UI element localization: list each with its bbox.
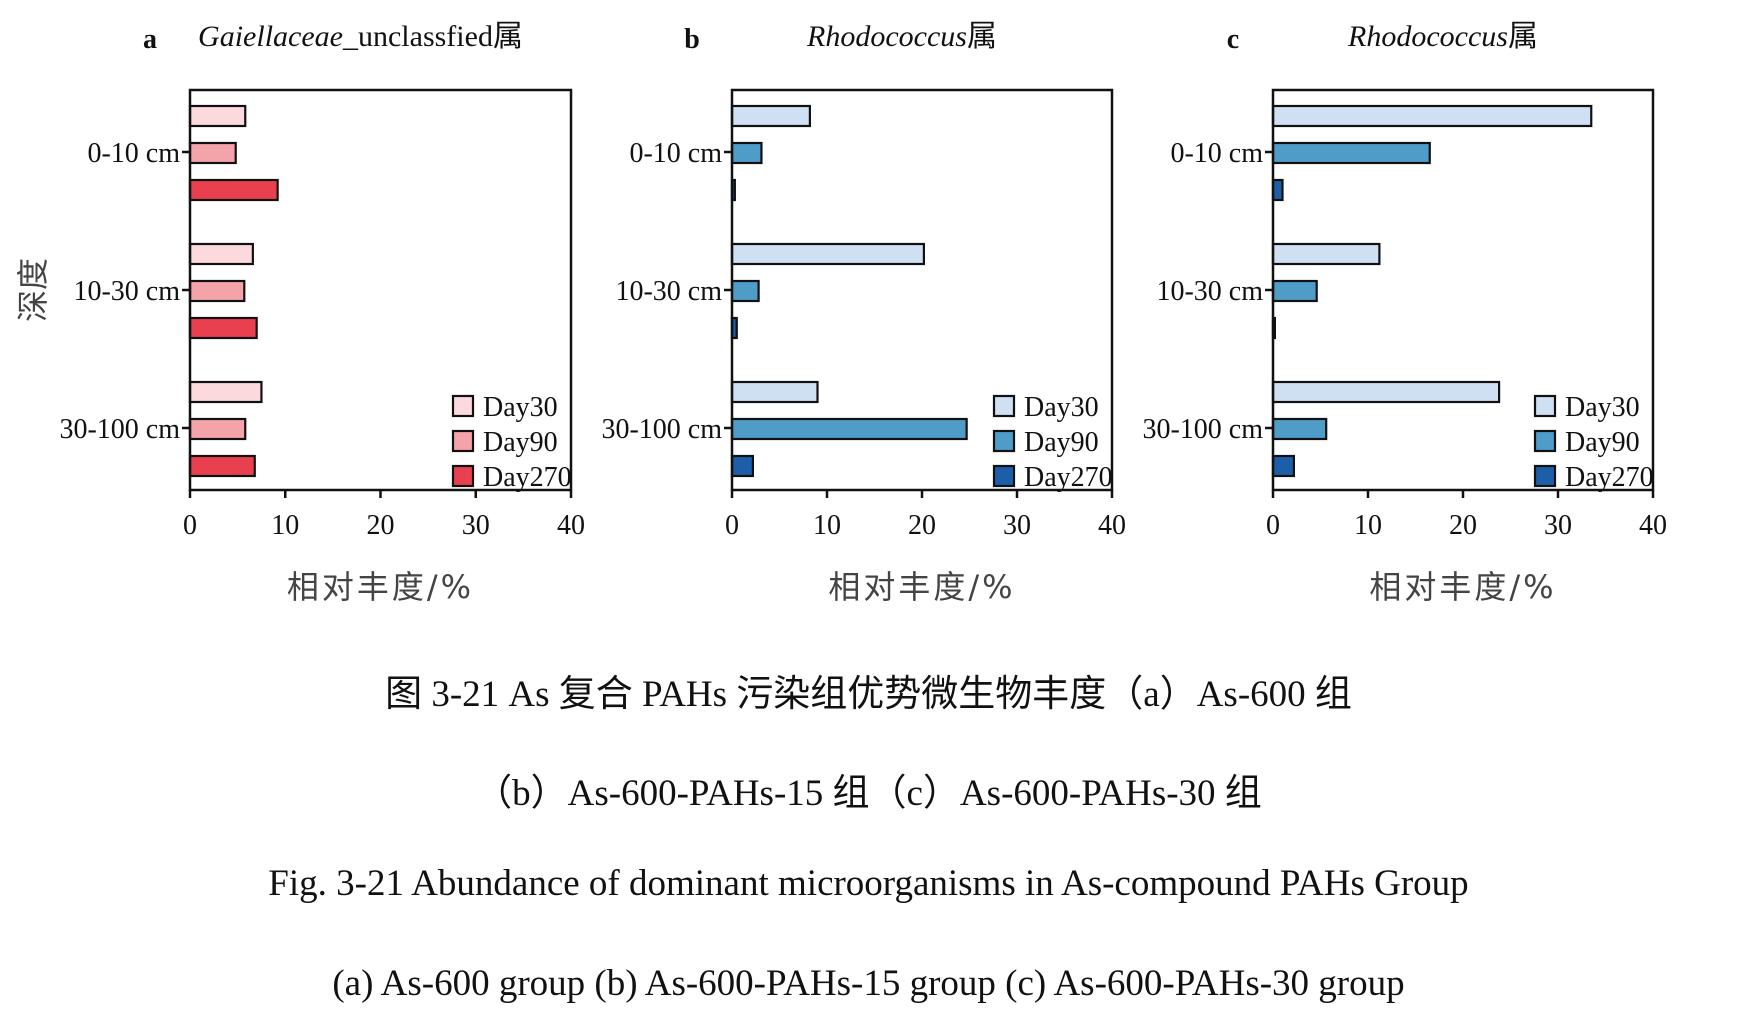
bar-b-day90-1 bbox=[730, 141, 763, 165]
bar-a-day30-2 bbox=[188, 242, 254, 266]
x-axis-label: 相对丰度/% bbox=[1369, 568, 1556, 606]
legend-label-day270: Day270 bbox=[1565, 462, 1654, 493]
chart-panel-a: 0-10 cm 10-30 cm 30-100 cm 0 10 20 30 40 相对丰度/% 深… bbox=[14, 20, 585, 606]
y-tick-label: 10-30 cm bbox=[1156, 276, 1263, 307]
y-tick-label: 10-30 cm bbox=[615, 276, 722, 307]
y-tick-label: 30-100 cm bbox=[601, 414, 722, 445]
legend-swatch-day270 bbox=[992, 464, 1016, 488]
bar-b-day90-2 bbox=[730, 279, 760, 303]
bar-a-day270-3 bbox=[188, 454, 256, 478]
y-tick-label: 0-10 cm bbox=[629, 138, 722, 169]
bar-c-day30-1 bbox=[1271, 104, 1593, 128]
panel-title-genus: Gaiellaceae bbox=[198, 20, 343, 53]
x-tick-label: 0 bbox=[183, 510, 197, 541]
bar-b-day270-3 bbox=[730, 454, 754, 478]
panel-letter: c bbox=[1227, 24, 1239, 55]
legend-label-day90: Day90 bbox=[1565, 427, 1640, 458]
panel-title: Rhodococcus属 bbox=[1347, 20, 1538, 53]
legend: Day30 Day90 Day270 bbox=[992, 392, 1113, 493]
x-axis-label: 相对丰度/% bbox=[287, 568, 474, 606]
caption-english-line-1: Fig. 3-21 Abundance of dominant microorg… bbox=[268, 863, 1469, 904]
bar-c-day270-1 bbox=[1271, 178, 1284, 202]
x-tick-label: 40 bbox=[1098, 510, 1126, 541]
y-tick-label: 10-30 cm bbox=[73, 276, 180, 307]
legend-swatch-day30 bbox=[451, 394, 475, 418]
bar-c-day30-3 bbox=[1271, 380, 1501, 404]
legend-swatch-day90 bbox=[992, 429, 1016, 453]
bar-b-day30-1 bbox=[730, 104, 812, 128]
chart-panel-c: 0-10 cm 10-30 cm 30-100 cm 0 10 20 30 40 相对丰度/% c… bbox=[1142, 20, 1667, 606]
legend-swatch-day270 bbox=[1533, 464, 1557, 488]
panel-title-suffix: _unclassfied属 bbox=[342, 20, 523, 53]
bar-a-day30-1 bbox=[188, 104, 247, 128]
legend: Day30 Day90 Day270 bbox=[1533, 392, 1654, 493]
legend-label-day90: Day90 bbox=[483, 427, 558, 458]
bar-c-day30-2 bbox=[1271, 242, 1381, 266]
bar-a-day30-3 bbox=[188, 380, 263, 404]
figure-panels: 0-10 cm 10-30 cm 30-100 cm 0 10 20 30 40 相对丰度/% 深… bbox=[14, 20, 1667, 606]
x-tick-label: 10 bbox=[813, 510, 841, 541]
bar-a-day270-1 bbox=[188, 178, 279, 202]
caption-chinese-line-2: （b）As-600-PAHs-15 组（c）As-600-PAHs-30 组 bbox=[475, 773, 1262, 814]
bar-c-day90-3 bbox=[1271, 417, 1328, 441]
y-tick-label: 30-100 cm bbox=[1142, 414, 1263, 445]
bar-a-day90-1 bbox=[188, 141, 237, 165]
x-tick-label: 10 bbox=[1354, 510, 1382, 541]
panel-letter: a bbox=[143, 24, 157, 55]
x-tick-label: 30 bbox=[462, 510, 490, 541]
chart-panel-b: 0-10 cm 10-30 cm 30-100 cm 0 10 20 30 40 相对丰度/% b… bbox=[601, 20, 1126, 606]
bar-c-day270-3 bbox=[1271, 454, 1295, 478]
legend-label-day270: Day270 bbox=[1024, 462, 1113, 493]
legend-swatch-day30 bbox=[1533, 394, 1557, 418]
legend-label-day30: Day30 bbox=[1024, 392, 1099, 423]
legend-swatch-day270 bbox=[451, 464, 475, 488]
legend-label-day90: Day90 bbox=[1024, 427, 1099, 458]
bar-c-day90-1 bbox=[1271, 141, 1431, 165]
legend: Day30 Day90 Day270 bbox=[451, 392, 572, 493]
x-tick-label: 30 bbox=[1544, 510, 1572, 541]
legend-swatch-day30 bbox=[992, 394, 1016, 418]
legend-swatch-day90 bbox=[1533, 429, 1557, 453]
legend-swatch-day90 bbox=[451, 429, 475, 453]
bar-b-day90-3 bbox=[730, 417, 968, 441]
panel-title-suffix: 属 bbox=[967, 20, 997, 53]
panel-letter: b bbox=[684, 24, 700, 55]
caption-chinese-line-1: 图 3-21 As 复合 PAHs 污染组优势微生物丰度（a）As-600 组 bbox=[385, 674, 1352, 715]
bar-a-day270-2 bbox=[188, 316, 258, 340]
bar-a-day90-3 bbox=[188, 417, 247, 441]
x-tick-label: 0 bbox=[725, 510, 739, 541]
panel-title-genus: Rhodococcus bbox=[1347, 20, 1508, 53]
panel-title: Rhodococcus属 bbox=[806, 20, 997, 53]
x-tick-label: 20 bbox=[1449, 510, 1477, 541]
y-tick-label: 30-100 cm bbox=[59, 414, 180, 445]
x-tick-label: 30 bbox=[1003, 510, 1031, 541]
bar-a-day90-2 bbox=[188, 279, 246, 303]
panel-title: Gaiellaceae_unclassfied属 bbox=[198, 20, 523, 53]
y-tick-label: 0-10 cm bbox=[1170, 138, 1263, 169]
x-tick-label: 20 bbox=[908, 510, 936, 541]
y-tick-label: 0-10 cm bbox=[87, 138, 180, 169]
panel-title-genus: Rhodococcus bbox=[806, 20, 967, 53]
legend-label-day30: Day30 bbox=[483, 392, 558, 423]
bar-b-day30-3 bbox=[730, 380, 819, 404]
legend-label-day30: Day30 bbox=[1565, 392, 1640, 423]
bar-c-day90-2 bbox=[1271, 279, 1318, 303]
x-axis-label: 相对丰度/% bbox=[828, 568, 1015, 606]
x-tick-label: 0 bbox=[1266, 510, 1280, 541]
legend-label-day270: Day270 bbox=[483, 462, 572, 493]
panel-title-suffix: 属 bbox=[1508, 20, 1538, 53]
x-tick-label: 40 bbox=[1639, 510, 1667, 541]
x-tick-label: 20 bbox=[367, 510, 395, 541]
y-axis-label: 深度 bbox=[14, 258, 52, 322]
x-tick-label: 10 bbox=[271, 510, 299, 541]
bar-b-day30-2 bbox=[730, 242, 925, 266]
x-tick-label: 40 bbox=[557, 510, 585, 541]
caption-english-line-2: (a) As-600 group (b) As-600-PAHs-15 grou… bbox=[332, 963, 1405, 1004]
